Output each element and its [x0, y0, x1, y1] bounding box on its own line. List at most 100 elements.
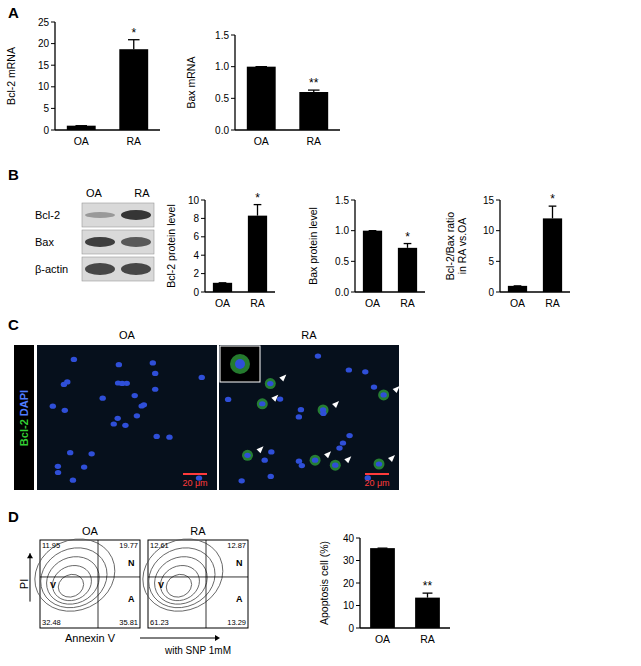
x-tick-label: RA [126, 135, 141, 147]
bars [213, 205, 267, 292]
bars [370, 548, 440, 628]
y-tick-label: 0 [193, 287, 199, 298]
significance: * [550, 192, 555, 206]
arrowhead [344, 456, 351, 463]
y-tick [496, 292, 500, 293]
x-tick-label: RA [306, 135, 321, 147]
y-axis [204, 200, 205, 292]
error-bar [404, 244, 412, 248]
significance: ** [423, 579, 433, 593]
y-tick-label: 10 [483, 225, 495, 236]
y-tick [351, 200, 355, 201]
error-bar [128, 40, 140, 50]
y-tick-label: 10 [38, 81, 50, 92]
error-bar [549, 206, 557, 218]
nucleus [340, 440, 346, 445]
quadrant-letter: N [128, 558, 135, 568]
bar-chart: 0.00.51.01.5OARA**Bax mRNA [185, 30, 340, 148]
y-tick-label: 1.0 [215, 61, 229, 72]
y-tick [231, 35, 235, 36]
bar-chart: 0246810OARA*Bcl-2 protein level [165, 191, 275, 309]
y-tick [51, 86, 55, 87]
y-tick-label: 15 [483, 195, 495, 206]
nucleus [298, 407, 304, 412]
nucleus [122, 423, 128, 428]
error-bar [308, 90, 320, 92]
bar [363, 231, 382, 292]
significance: * [255, 191, 260, 205]
y-tick-label: 10 [188, 195, 200, 206]
y-tick [201, 236, 205, 237]
nucleus [238, 478, 244, 483]
x-label: Annexin V [65, 632, 116, 644]
y-label: Bcl-2 mRNA [5, 47, 17, 105]
quadrant-value: 11.95 [42, 541, 60, 550]
nucleus [346, 367, 352, 372]
arrowhead [324, 451, 331, 458]
bcl2-signal [318, 404, 329, 415]
blot-strip [82, 257, 154, 281]
nucleus [277, 397, 283, 402]
bar-chart: 0510152025OARA*Bcl-2 mRNA [5, 17, 160, 148]
nucleus [244, 453, 250, 458]
nucleus [332, 463, 338, 468]
y-tick [231, 66, 235, 67]
bar [299, 92, 328, 130]
image-title: RA [301, 329, 317, 341]
axis-arrow [140, 638, 215, 639]
contour [131, 526, 235, 624]
y-tick-label: 15 [38, 60, 50, 71]
nucleus [152, 371, 158, 376]
error-cap [378, 547, 388, 548]
quadrant-letter: V [158, 580, 164, 590]
y-tick-label: 8 [193, 213, 199, 224]
bar [543, 218, 562, 292]
nucleus [50, 404, 56, 409]
row-label: Bcl-2 [35, 209, 60, 221]
y-tick [351, 292, 355, 293]
quadrant-letter: V [50, 580, 56, 590]
nucleus [376, 461, 382, 466]
nucleus [153, 434, 159, 439]
nucleus [81, 464, 87, 469]
x-tick-label: OA [215, 297, 230, 309]
error-bar [75, 125, 87, 126]
nucleus [55, 464, 61, 469]
y-tick-label: 0.5 [335, 256, 349, 267]
bcl2-signal [310, 455, 321, 466]
inset-cell [230, 354, 250, 374]
nucleus [268, 449, 274, 454]
nucleus [150, 360, 156, 365]
y-tick-label: 0.0 [335, 287, 349, 298]
quadrant-line [40, 576, 140, 577]
nucleus [62, 408, 68, 413]
error-cap [219, 282, 227, 283]
y-label: Apoptosis cell (%) [318, 541, 330, 625]
contour [155, 559, 206, 607]
bar-chart: 051015OARA*Bcl-2/Bax ratioin RA vs.OA [444, 192, 570, 309]
y-axis [354, 200, 355, 292]
error-cap [255, 66, 267, 67]
stain-name: Bcl-2 [18, 419, 30, 446]
nucleus [71, 357, 77, 362]
x-tick-label: OA [74, 135, 89, 147]
y-tick [351, 261, 355, 262]
y-tick [356, 538, 360, 539]
y-tick [51, 108, 55, 109]
inset-nucleus [235, 359, 245, 369]
scale-bar [183, 473, 207, 475]
y-tick-label: 2 [193, 268, 199, 279]
x-tick-label: RA [420, 633, 435, 645]
nucleus [134, 413, 140, 418]
x-tick-label: OA [365, 297, 380, 309]
error-stem [257, 205, 258, 216]
y-tick [356, 560, 360, 561]
contour [139, 537, 225, 618]
nucleus [99, 396, 105, 401]
scale-bar-label: 20 μm [364, 478, 389, 488]
band [85, 263, 115, 275]
scale-bar-label: 20 μm [182, 478, 207, 488]
nucleus [346, 433, 352, 438]
nucleus [55, 470, 61, 475]
nucleus [362, 369, 368, 374]
